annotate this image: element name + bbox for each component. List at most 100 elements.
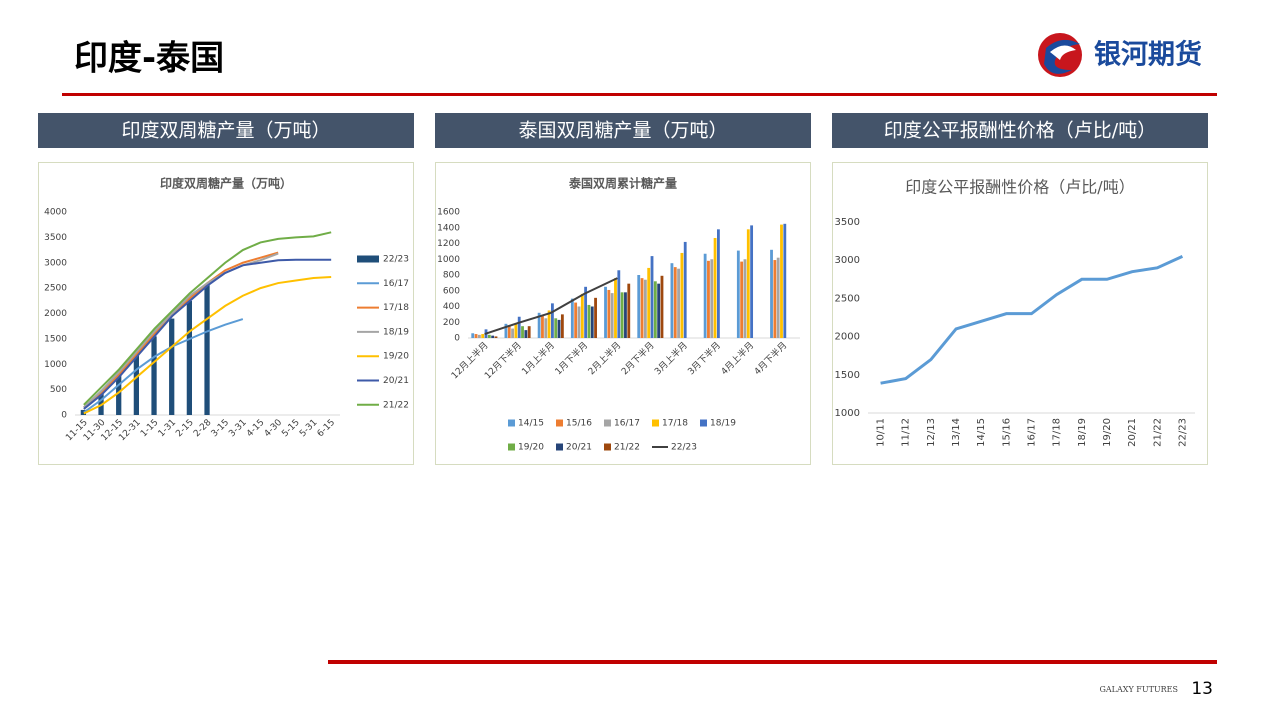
bar bbox=[481, 334, 485, 338]
bar bbox=[660, 275, 664, 338]
y-tick-label: 800 bbox=[443, 271, 460, 281]
bar bbox=[713, 237, 717, 338]
bar bbox=[650, 256, 654, 338]
bar bbox=[740, 261, 744, 338]
bar bbox=[507, 326, 511, 338]
x-tick-label: 16/17 bbox=[1027, 418, 1038, 447]
y-tick-label: 1500 bbox=[835, 370, 860, 381]
bar bbox=[186, 300, 192, 415]
legend-label: 16/17 bbox=[383, 279, 409, 289]
bar bbox=[527, 326, 531, 338]
x-tick-label: 15/16 bbox=[1001, 418, 1012, 447]
bar bbox=[151, 336, 157, 415]
bar bbox=[610, 293, 614, 338]
bar bbox=[517, 316, 521, 338]
y-tick-label: 2000 bbox=[44, 309, 67, 319]
legend-swatch bbox=[604, 443, 611, 451]
y-tick-label: 1000 bbox=[437, 255, 460, 265]
legend-swatch bbox=[700, 419, 707, 427]
bar bbox=[707, 260, 710, 338]
x-tick-label: 12/13 bbox=[926, 418, 937, 447]
line bbox=[880, 255, 1184, 385]
bar bbox=[584, 286, 588, 338]
y-tick-label: 3000 bbox=[44, 258, 67, 268]
y-tick-label: 1400 bbox=[437, 223, 460, 233]
x-tick-label: 10/11 bbox=[876, 418, 887, 447]
legend-label: 18/19 bbox=[383, 327, 409, 337]
bar bbox=[683, 241, 687, 338]
bar bbox=[577, 306, 581, 338]
legend-swatch bbox=[556, 419, 563, 427]
y-tick-label: 4000 bbox=[44, 208, 67, 218]
y-tick-label: 200 bbox=[443, 318, 460, 328]
y-tick-label: 1200 bbox=[437, 239, 460, 249]
bar bbox=[624, 292, 627, 338]
bar bbox=[491, 335, 495, 338]
y-tick-label: 1600 bbox=[437, 208, 460, 218]
bar bbox=[544, 318, 548, 338]
bar bbox=[717, 229, 720, 338]
y-tick-label: 0 bbox=[61, 411, 67, 421]
bar bbox=[560, 314, 564, 338]
bar bbox=[204, 285, 210, 415]
x-tick-label: 17/18 bbox=[1052, 418, 1063, 447]
bar bbox=[541, 315, 544, 338]
bar bbox=[670, 263, 674, 338]
legend-swatch bbox=[357, 255, 379, 263]
x-tick-label: 19/20 bbox=[1102, 418, 1113, 447]
bar bbox=[547, 310, 551, 338]
legend-label: 17/18 bbox=[662, 419, 688, 429]
panel-heading-bg bbox=[832, 113, 1208, 148]
bar bbox=[494, 336, 498, 338]
line bbox=[83, 318, 244, 414]
y-tick-label: 1500 bbox=[44, 334, 67, 344]
legend-label: 21/22 bbox=[383, 400, 409, 410]
legend-label: 15/16 bbox=[566, 419, 592, 429]
legend-label: 19/20 bbox=[383, 352, 409, 362]
legend-label: 20/21 bbox=[566, 443, 592, 453]
bar bbox=[677, 268, 680, 338]
legend-label: 14/15 bbox=[518, 419, 544, 429]
legend-label: 17/18 bbox=[383, 303, 409, 313]
panel-heading: 印度双周糖产量（万吨） bbox=[121, 120, 330, 142]
footer-brand: GALAXY FUTURES bbox=[1100, 685, 1179, 694]
bar bbox=[770, 249, 773, 338]
logo-text: 银河期货 bbox=[1094, 39, 1202, 71]
line bbox=[83, 231, 332, 406]
legend-label: 20/21 bbox=[383, 376, 409, 386]
bar bbox=[80, 409, 86, 415]
panel-heading: 印度公平报酬性价格（卢比/吨） bbox=[884, 120, 1156, 142]
bar bbox=[474, 334, 478, 338]
y-tick-label: 2000 bbox=[835, 332, 860, 343]
chart-title: 印度双周糖产量（万吨） bbox=[160, 176, 292, 191]
bar bbox=[487, 334, 491, 338]
x-tick-label: 11/12 bbox=[901, 418, 912, 447]
panel-heading-bg bbox=[435, 113, 811, 148]
page-number: 13 bbox=[1191, 679, 1213, 699]
logo-swoosh bbox=[1050, 45, 1076, 60]
bar bbox=[776, 257, 780, 338]
bar bbox=[574, 302, 578, 338]
bar bbox=[637, 275, 641, 338]
bar bbox=[746, 229, 750, 338]
bar bbox=[587, 304, 591, 338]
bar bbox=[614, 278, 617, 338]
y-tick-label: 1000 bbox=[835, 408, 860, 419]
logo: 银河期货 bbox=[1038, 33, 1202, 77]
bar bbox=[617, 270, 621, 338]
legend-label: 21/22 bbox=[614, 443, 640, 453]
bar bbox=[169, 318, 175, 415]
header-rule bbox=[62, 93, 1217, 96]
legend-label: 22/23 bbox=[383, 255, 409, 265]
bar bbox=[680, 252, 684, 338]
bar bbox=[551, 303, 554, 338]
logo-swoosh bbox=[1044, 39, 1080, 74]
bar bbox=[657, 283, 661, 338]
bar bbox=[570, 298, 574, 338]
bar bbox=[511, 328, 514, 338]
bar bbox=[780, 224, 783, 338]
bar bbox=[627, 283, 631, 338]
bar bbox=[736, 250, 740, 338]
line bbox=[83, 275, 332, 415]
